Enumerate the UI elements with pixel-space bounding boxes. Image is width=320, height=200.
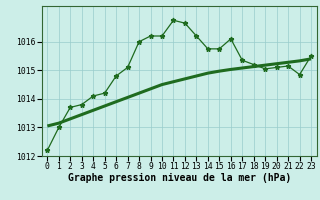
- X-axis label: Graphe pression niveau de la mer (hPa): Graphe pression niveau de la mer (hPa): [68, 173, 291, 183]
